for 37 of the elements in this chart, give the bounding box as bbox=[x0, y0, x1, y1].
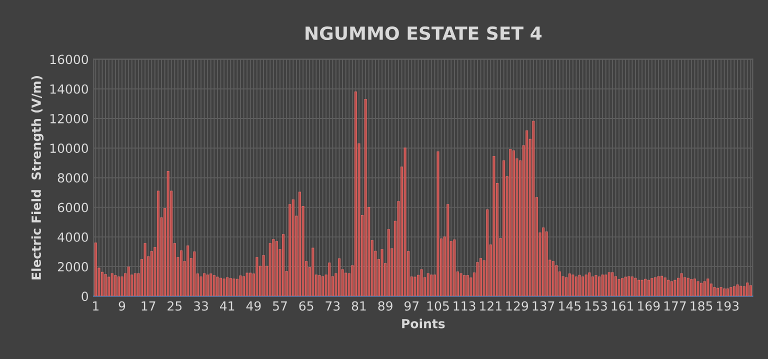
x-tick-label: 161 bbox=[612, 301, 634, 311]
x-tick-label: 81 bbox=[352, 301, 366, 311]
x-tick-label: 185 bbox=[690, 301, 712, 311]
x-tick-label: 113 bbox=[454, 301, 476, 311]
x-tick-label: 193 bbox=[717, 301, 739, 311]
chart-title: NGUMMO ESTATE SET 4 bbox=[306, 26, 542, 40]
x-tick-label: 17 bbox=[142, 301, 156, 311]
x-tick-label: 57 bbox=[273, 301, 287, 311]
y-axis-title: Electric Field Strength (V/m) bbox=[31, 76, 44, 280]
x-tick-label: 1 bbox=[93, 301, 98, 311]
x-axis-title: Points bbox=[402, 318, 445, 328]
x-tick-label: 153 bbox=[585, 301, 607, 311]
y-tick-label: 6000 bbox=[58, 202, 88, 212]
x-tick-label: 137 bbox=[532, 301, 554, 311]
x-tick-label: 145 bbox=[559, 301, 580, 311]
x-tick-label: 41 bbox=[220, 301, 234, 311]
x-tick-label: 9 bbox=[118, 301, 126, 311]
x-tick-label: 177 bbox=[664, 301, 686, 311]
y-tick-label: 16000 bbox=[50, 54, 88, 64]
y-tick-label: 2000 bbox=[58, 262, 88, 272]
x-tick-label: 89 bbox=[378, 301, 392, 311]
x-tick-label: 65 bbox=[299, 301, 314, 311]
y-tick-label: 0 bbox=[82, 292, 88, 302]
y-tick-label: 8000 bbox=[58, 173, 88, 183]
x-tick-label: 73 bbox=[326, 301, 340, 311]
y-tick-label: 4000 bbox=[58, 232, 88, 242]
y-tick-label: 14000 bbox=[50, 84, 88, 94]
x-tick-label: 169 bbox=[638, 301, 660, 311]
y-tick-label: 10000 bbox=[50, 144, 88, 154]
x-tick-label: 121 bbox=[480, 301, 502, 311]
x-tick-label: 129 bbox=[506, 301, 528, 311]
x-tick-label: 49 bbox=[246, 301, 261, 311]
x-tick-label: 105 bbox=[427, 301, 449, 311]
x-tick-label: 97 bbox=[404, 301, 419, 311]
x-tick-label: 33 bbox=[194, 301, 208, 311]
y-tick-label: 12000 bbox=[50, 114, 88, 124]
x-tick-label: 25 bbox=[168, 301, 182, 311]
